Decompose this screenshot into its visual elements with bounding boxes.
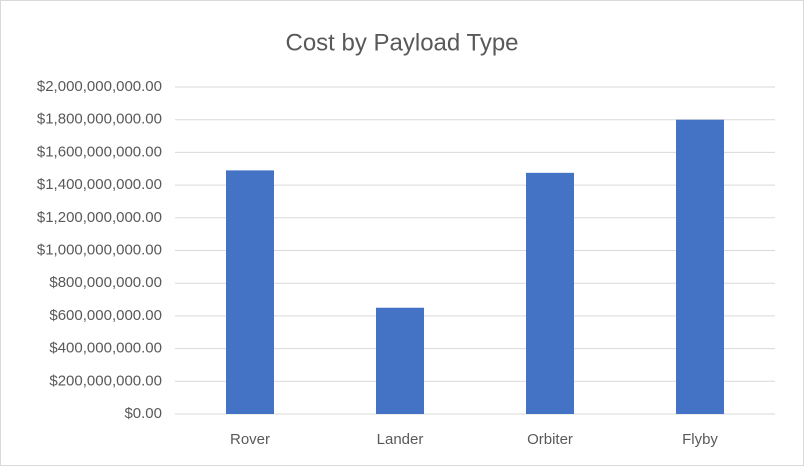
bar	[676, 119, 724, 414]
y-tick-label: $400,000,000.00	[49, 340, 162, 357]
y-tick-label: $1,400,000,000.00	[37, 176, 162, 193]
y-tick-label: $0.00	[124, 405, 162, 422]
chart-title: Cost by Payload Type	[285, 29, 518, 56]
y-tick-label: $1,600,000,000.00	[37, 143, 162, 160]
y-tick-label: $1,200,000,000.00	[37, 209, 162, 226]
y-tick-label: $1,000,000,000.00	[37, 241, 162, 258]
bar	[526, 172, 574, 414]
y-tick-label: $2,000,000,000.00	[37, 78, 162, 95]
y-tick-label: $600,000,000.00	[49, 307, 162, 324]
bar	[226, 170, 274, 414]
y-tick-label: $1,800,000,000.00	[37, 111, 162, 128]
bar	[376, 307, 424, 414]
y-tick-label: $200,000,000.00	[49, 372, 162, 389]
x-tick-label: Lander	[377, 431, 424, 448]
x-tick-label: Rover	[230, 431, 270, 448]
x-tick-label: Orbiter	[527, 431, 573, 448]
y-tick-label: $800,000,000.00	[49, 274, 162, 291]
x-tick-label: Flyby	[682, 431, 718, 448]
